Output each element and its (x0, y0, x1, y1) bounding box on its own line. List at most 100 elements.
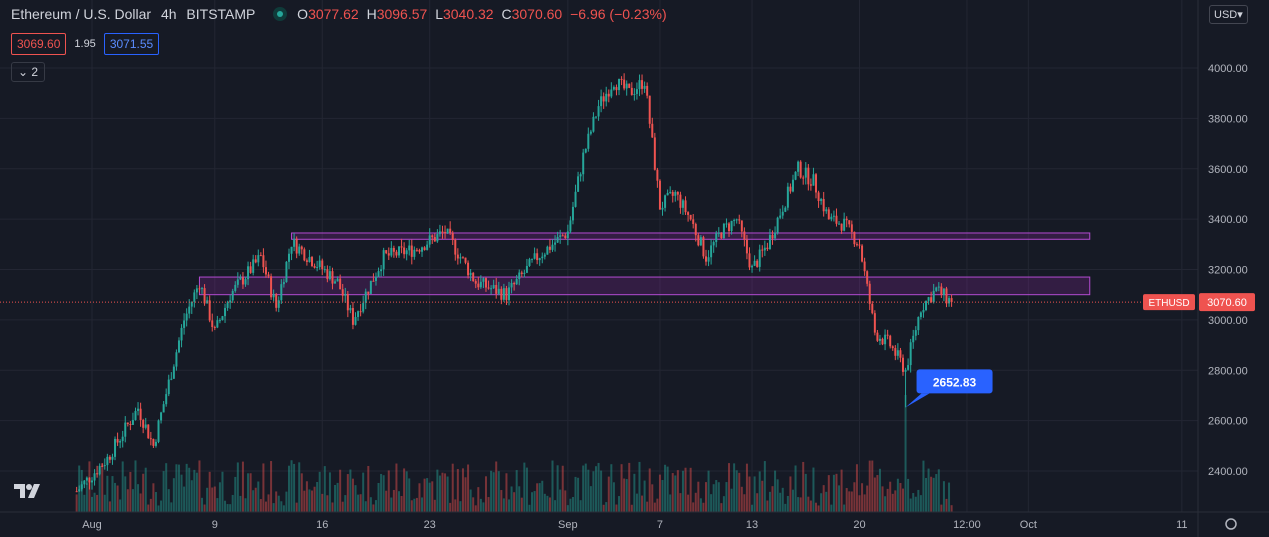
candle-body[interactable] (942, 288, 945, 296)
candle-body[interactable] (249, 266, 252, 273)
candle-body[interactable] (277, 300, 280, 308)
candle-body[interactable] (858, 244, 861, 246)
candle-body[interactable] (561, 235, 564, 237)
candle-body[interactable] (254, 259, 257, 263)
candle-body[interactable] (359, 311, 362, 313)
candle-body[interactable] (656, 169, 659, 181)
candle-body[interactable] (160, 412, 163, 421)
candle-body[interactable] (899, 350, 902, 358)
low-marker-bg[interactable] (916, 369, 993, 394)
candle-body[interactable] (666, 192, 669, 196)
candle-body[interactable] (341, 289, 344, 296)
candle-body[interactable] (597, 106, 600, 117)
candle-body[interactable] (661, 207, 664, 210)
candle-body[interactable] (664, 195, 667, 208)
candle-body[interactable] (262, 255, 265, 268)
candle-body[interactable] (935, 287, 938, 291)
candle-body[interactable] (201, 288, 204, 290)
candle-body[interactable] (735, 219, 738, 221)
candle-body[interactable] (845, 218, 848, 221)
candle-body[interactable] (236, 279, 239, 285)
candle-body[interactable] (80, 484, 83, 490)
buy-price-button[interactable]: 3071.55 (103, 33, 160, 55)
candle-body[interactable] (904, 369, 907, 372)
candle-body[interactable] (768, 235, 771, 250)
candle-body[interactable] (469, 272, 472, 276)
candle-body[interactable] (694, 223, 697, 236)
candle-body[interactable] (699, 237, 702, 246)
candle-body[interactable] (648, 95, 651, 124)
candle-body[interactable] (761, 249, 764, 251)
candle-body[interactable] (382, 250, 385, 270)
candle-body[interactable] (234, 284, 237, 291)
candle-body[interactable] (426, 244, 429, 250)
candle-body[interactable] (98, 465, 101, 475)
candle-body[interactable] (884, 334, 887, 345)
candle-body[interactable] (587, 133, 590, 149)
candle-body[interactable] (917, 317, 920, 331)
candle-body[interactable] (804, 167, 807, 178)
candle-body[interactable] (582, 152, 585, 175)
candle-body[interactable] (467, 262, 470, 276)
candle-body[interactable] (264, 267, 267, 275)
candle-body[interactable] (566, 231, 569, 239)
candle-body[interactable] (840, 223, 843, 231)
candle-body[interactable] (641, 80, 644, 89)
candle-body[interactable] (745, 239, 748, 254)
candle-body[interactable] (564, 235, 567, 239)
candle-body[interactable] (820, 199, 823, 202)
candle-body[interactable] (126, 422, 129, 424)
candle-body[interactable] (919, 312, 922, 318)
candle-body[interactable] (531, 258, 534, 260)
candle-body[interactable] (331, 271, 334, 284)
candle-body[interactable] (295, 238, 298, 254)
candle-body[interactable] (881, 338, 884, 345)
candle-body[interactable] (357, 311, 360, 317)
candle-body[interactable] (733, 220, 736, 222)
candle-body[interactable] (321, 260, 324, 270)
candle-body[interactable] (907, 365, 910, 370)
candle-body[interactable] (121, 436, 124, 441)
candle-body[interactable] (290, 246, 293, 254)
candle-body[interactable] (791, 179, 794, 192)
candle-body[interactable] (623, 79, 626, 89)
candle-body[interactable] (484, 278, 487, 288)
candle-body[interactable] (334, 281, 337, 284)
candle-body[interactable] (950, 298, 953, 303)
candle-body[interactable] (75, 491, 78, 493)
sell-price-button[interactable]: 3069.60 (11, 33, 67, 55)
candle-body[interactable] (508, 287, 511, 301)
candle-body[interactable] (492, 284, 495, 289)
candle-body[interactable] (464, 257, 467, 263)
gear-icon[interactable] (1225, 518, 1237, 530)
candle-body[interactable] (922, 310, 925, 313)
candle-body[interactable] (753, 260, 756, 266)
candle-body[interactable] (208, 300, 211, 321)
symbol-title[interactable]: Ethereum / U.S. Dollar (11, 6, 152, 22)
candle-body[interactable] (830, 216, 833, 220)
candle-body[interactable] (618, 78, 621, 91)
candle-body[interactable] (602, 96, 605, 102)
candle-body[interactable] (477, 283, 480, 288)
candle-body[interactable] (318, 260, 321, 268)
candle-body[interactable] (88, 477, 91, 483)
candle-body[interactable] (889, 335, 892, 347)
candle-body[interactable] (789, 186, 792, 192)
candle-body[interactable] (152, 438, 155, 446)
candle-body[interactable] (577, 176, 580, 192)
candle-body[interactable] (722, 223, 725, 239)
candle-body[interactable] (776, 217, 779, 233)
candle-body[interactable] (218, 320, 221, 322)
candle-body[interactable] (633, 93, 636, 95)
candle-body[interactable] (541, 256, 544, 259)
candle-body[interactable] (139, 408, 142, 420)
candle-body[interactable] (336, 278, 339, 282)
candle-body[interactable] (144, 424, 147, 428)
candle-body[interactable] (520, 272, 523, 274)
candle-body[interactable] (707, 257, 710, 262)
candle-body[interactable] (538, 258, 541, 261)
candle-body[interactable] (91, 480, 93, 483)
candle-body[interactable] (431, 235, 434, 238)
candle-body[interactable] (495, 284, 498, 294)
candle-body[interactable] (111, 456, 114, 460)
